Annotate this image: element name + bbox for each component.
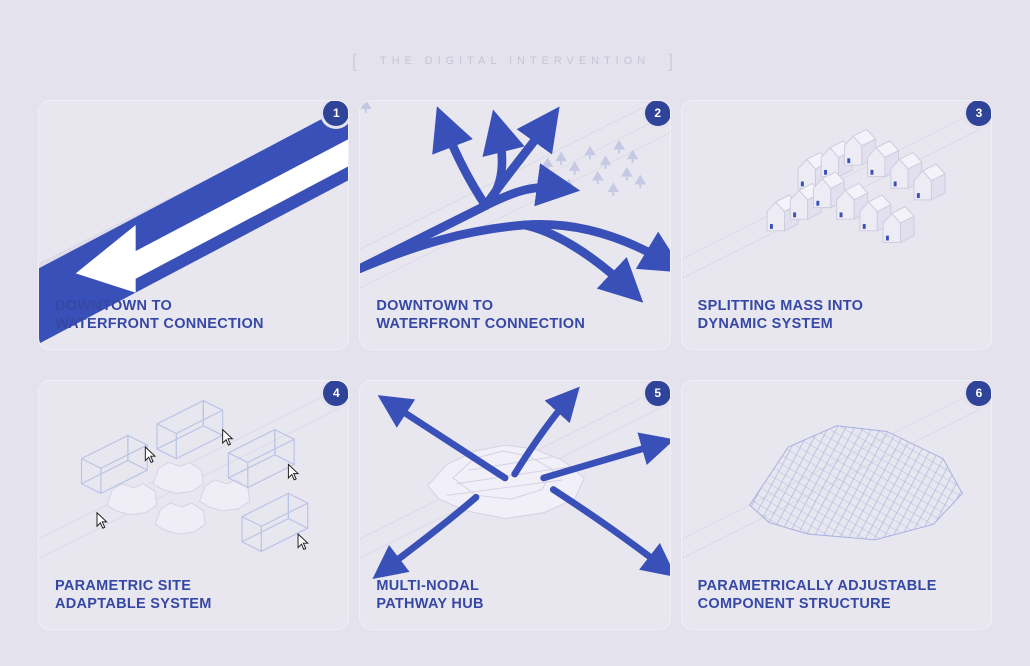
panel-badge: 5 — [645, 380, 671, 406]
panel-label: SPLITTING MASS INTO DYNAMIC SYSTEM — [698, 297, 975, 333]
panel-label: DOWNTOWN TO WATERFRONT CONNECTION — [376, 297, 653, 333]
panel-badge: 2 — [645, 100, 671, 126]
panel-5: 5 — [359, 380, 670, 630]
panel-6: 6 PARAMETRICALLY — [681, 380, 992, 630]
panel-label: DOWNTOWN TO WATERFRONT CONNECTION — [55, 297, 332, 333]
panel-label: PARAMETRIC SITE ADAPTABLE SYSTEM — [55, 577, 332, 613]
section-header: [ THE DIGITAL INTERVENTION ] — [352, 52, 678, 70]
panel-grid: 1 DOWNTOWN TO WATERFRONT CONNECTION — [38, 100, 992, 630]
panel-badge: 6 — [966, 380, 992, 406]
panel-2: 2 — [359, 100, 670, 350]
panel-4: 4 — [38, 380, 349, 630]
infographic-canvas: [ THE DIGITAL INTERVENTION ] 1 — [0, 0, 1030, 666]
panel-label: MULTI-NODAL PATHWAY HUB — [376, 577, 653, 613]
panel-badge: 3 — [966, 100, 992, 126]
panel-1: 1 DOWNTOWN TO WATERFRONT CONNECTION — [38, 100, 349, 350]
header-title: THE DIGITAL INTERVENTION — [380, 55, 650, 67]
bracket-left-icon: [ — [352, 52, 362, 70]
panel-3: 3 — [681, 100, 992, 350]
panel-label: PARAMETRICALLY ADJUSTABLE COMPONENT STRU… — [698, 577, 975, 613]
bracket-right-icon: ] — [668, 52, 678, 70]
